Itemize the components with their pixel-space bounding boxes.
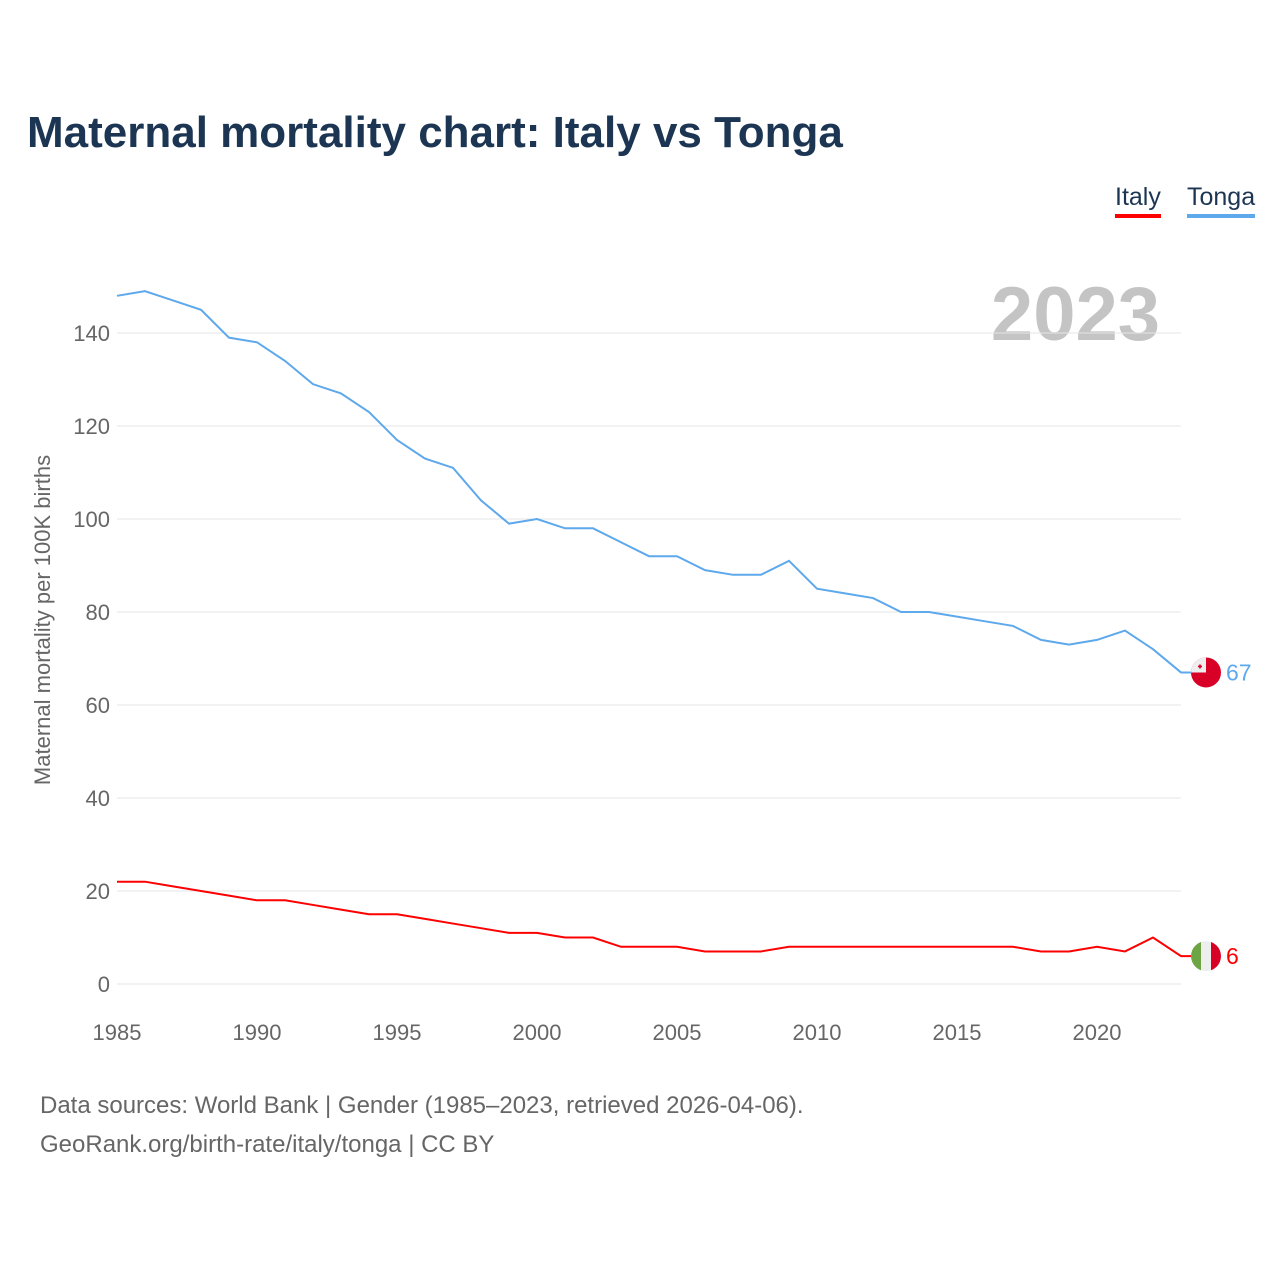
x-tick-label: 1985 — [93, 1020, 142, 1045]
x-tick-label: 2000 — [513, 1020, 562, 1045]
x-tick-label: 1995 — [373, 1020, 422, 1045]
legend-tonga[interactable]: Tonga — [1187, 183, 1256, 218]
flag-cross — [1198, 664, 1202, 669]
y-tick-label: 140 — [73, 321, 110, 346]
year-label: 2023 — [991, 272, 1160, 357]
y-tick-label: 80 — [86, 600, 110, 625]
y-tick-label: 0 — [98, 972, 110, 997]
x-tick-label: 2010 — [793, 1020, 842, 1045]
end-value-italy: 6 — [1226, 943, 1239, 969]
footer: Data sources: World Bank | Gender (1985–… — [40, 1086, 804, 1164]
italy-flag-icon — [1191, 941, 1221, 972]
x-tick-label: 2020 — [1073, 1020, 1122, 1045]
series-line-tonga — [116, 290, 1195, 674]
series-line-italy — [117, 880, 1195, 958]
x-tick-label: 2015 — [933, 1020, 982, 1045]
y-tick-label: 100 — [73, 507, 110, 532]
x-tick-label: 1990 — [233, 1020, 282, 1045]
y-axis-label: Maternal mortality per 100K births — [30, 455, 55, 785]
footer-sources: Data sources: World Bank | Gender (1985–… — [40, 1092, 804, 1119]
footer-link[interactable]: GeoRank.org/birth-rate/italy/tonga | CC … — [40, 1131, 495, 1158]
y-tick-label: 60 — [86, 693, 110, 718]
legend-italy[interactable]: Italy — [1115, 183, 1161, 218]
end-value-tonga: 67 — [1226, 659, 1252, 685]
x-tick-label: 2005 — [653, 1020, 702, 1045]
chart-title: Maternal mortality chart: Italy vs Tonga — [27, 108, 843, 157]
y-tick-label: 20 — [86, 879, 110, 904]
y-tick-label: 120 — [73, 414, 110, 439]
y-tick-label: 40 — [86, 786, 110, 811]
flag-canton — [1191, 657, 1206, 673]
